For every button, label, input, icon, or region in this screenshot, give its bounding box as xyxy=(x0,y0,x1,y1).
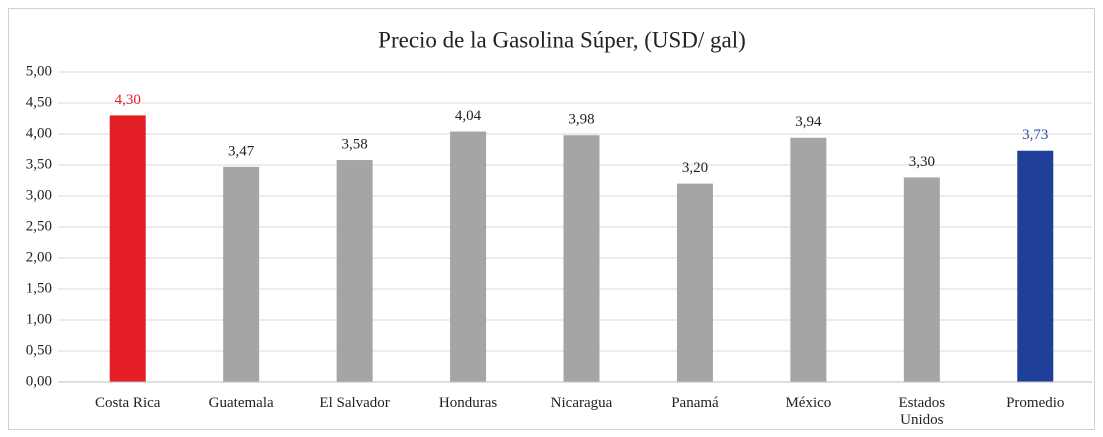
value-label: 3,30 xyxy=(909,154,935,170)
bar xyxy=(1017,150,1054,382)
chart-title: Precio de la Gasolina Súper, (USD/ gal) xyxy=(378,27,746,52)
x-tick-label: Promedio xyxy=(1006,395,1065,411)
bar xyxy=(336,160,373,382)
bar xyxy=(563,135,600,382)
x-tick-label: Honduras xyxy=(438,395,498,411)
x-tick-label: Costa Rica xyxy=(95,395,161,411)
y-tick-label: 0,50 xyxy=(26,342,52,358)
value-label: 3,94 xyxy=(795,114,822,130)
x-tick-label: El Salvador xyxy=(319,395,390,411)
bar xyxy=(450,131,487,382)
bar xyxy=(676,183,713,382)
x-tick-label: México xyxy=(785,395,832,411)
y-tick-label: 4,50 xyxy=(26,94,52,110)
value-label: 3,73 xyxy=(1022,127,1048,143)
value-label: 3,20 xyxy=(682,160,708,176)
y-tick-label: 1,00 xyxy=(26,311,52,327)
x-tick-label: Nicaragua xyxy=(550,395,613,411)
y-tick-label: 4,00 xyxy=(26,125,52,141)
y-tick-label: 1,50 xyxy=(26,280,52,296)
x-tick-label: Guatemala xyxy=(208,395,274,411)
value-label: 3,98 xyxy=(568,112,594,128)
y-tick-label: 3,50 xyxy=(26,156,52,172)
y-tick-label: 5,00 xyxy=(26,63,52,79)
bar xyxy=(903,177,940,382)
y-tick-label: 0,00 xyxy=(26,373,52,389)
y-tick-label: 2,50 xyxy=(26,218,52,234)
value-label: 4,30 xyxy=(115,92,141,108)
x-tick-label: Estados Unidos xyxy=(898,395,946,428)
y-tick-label: 2,00 xyxy=(26,249,52,265)
bar xyxy=(109,115,146,383)
x-tick-label: Panamá xyxy=(671,395,719,411)
value-label: 3,47 xyxy=(228,143,255,159)
bar xyxy=(790,137,827,382)
y-tick-label: 3,00 xyxy=(26,187,52,203)
value-label: 3,58 xyxy=(341,136,367,152)
bar xyxy=(223,166,260,382)
value-label: 4,04 xyxy=(455,108,482,124)
